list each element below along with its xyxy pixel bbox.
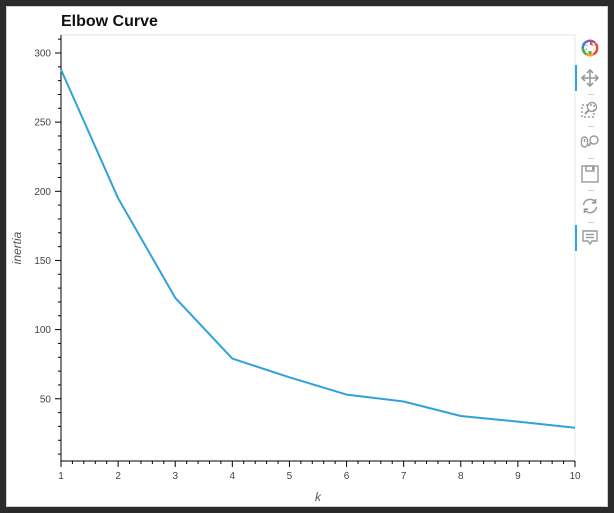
chart-toolbar: [575, 35, 605, 265]
x-tick-label: 9: [515, 471, 521, 482]
x-tick-label: 7: [401, 471, 407, 482]
line-chart: 50 100 150 200 250 300 1 2 3 4 5 6 7 8 9 10 k inertia: [10, 34, 581, 504]
x-tick-label: 3: [172, 471, 178, 482]
x-tick-label: 8: [458, 471, 464, 482]
box-zoom-icon[interactable]: [575, 97, 605, 123]
x-axis-label: k: [315, 490, 322, 504]
x-tick-label: 2: [115, 471, 121, 482]
plot-area: [60, 34, 576, 462]
data-point: [403, 401, 405, 403]
toolbar-divider: [588, 190, 594, 191]
x-tick-label: 1: [58, 471, 64, 482]
y-axis-label: inertia: [10, 231, 24, 264]
y-tick-label: 100: [34, 325, 51, 336]
reset-icon[interactable]: [575, 193, 605, 219]
y-tick-label: 300: [34, 48, 51, 59]
data-point: [288, 376, 290, 378]
data-point: [346, 394, 348, 396]
pan-icon[interactable]: [575, 65, 605, 91]
toolbar-divider: [588, 126, 594, 127]
toolbar-divider: [588, 94, 594, 95]
toolbar-divider: [588, 222, 594, 223]
save-icon[interactable]: [575, 161, 605, 187]
y-tick-label: 250: [34, 118, 51, 129]
toolbar-divider: [588, 158, 594, 159]
data-point: [231, 358, 233, 360]
series-line: [60, 69, 576, 429]
x-tick-label: 10: [569, 471, 581, 482]
hover-icon[interactable]: [575, 225, 605, 251]
y-tick-label: 150: [34, 256, 51, 267]
wheel-zoom-icon[interactable]: [575, 129, 605, 155]
data-point: [174, 297, 176, 299]
y-tick-label: 200: [34, 187, 51, 198]
x-tick-label: 5: [287, 471, 293, 482]
data-point: [517, 421, 519, 423]
y-tick-label: 50: [40, 394, 52, 405]
data-point: [60, 69, 62, 71]
data-point: [117, 197, 119, 199]
bokeh-logo-icon[interactable]: [575, 35, 605, 61]
data-point: [574, 427, 576, 429]
x-tick-label: 6: [344, 471, 350, 482]
x-tick-label: 4: [230, 471, 236, 482]
data-point: [460, 415, 462, 417]
chart-frame: Elbow Curve 50 100 150 200 250 300 1 2 3 4 5 6 7 8 9 10…: [6, 6, 608, 507]
chart-title: Elbow Curve: [61, 13, 158, 30]
